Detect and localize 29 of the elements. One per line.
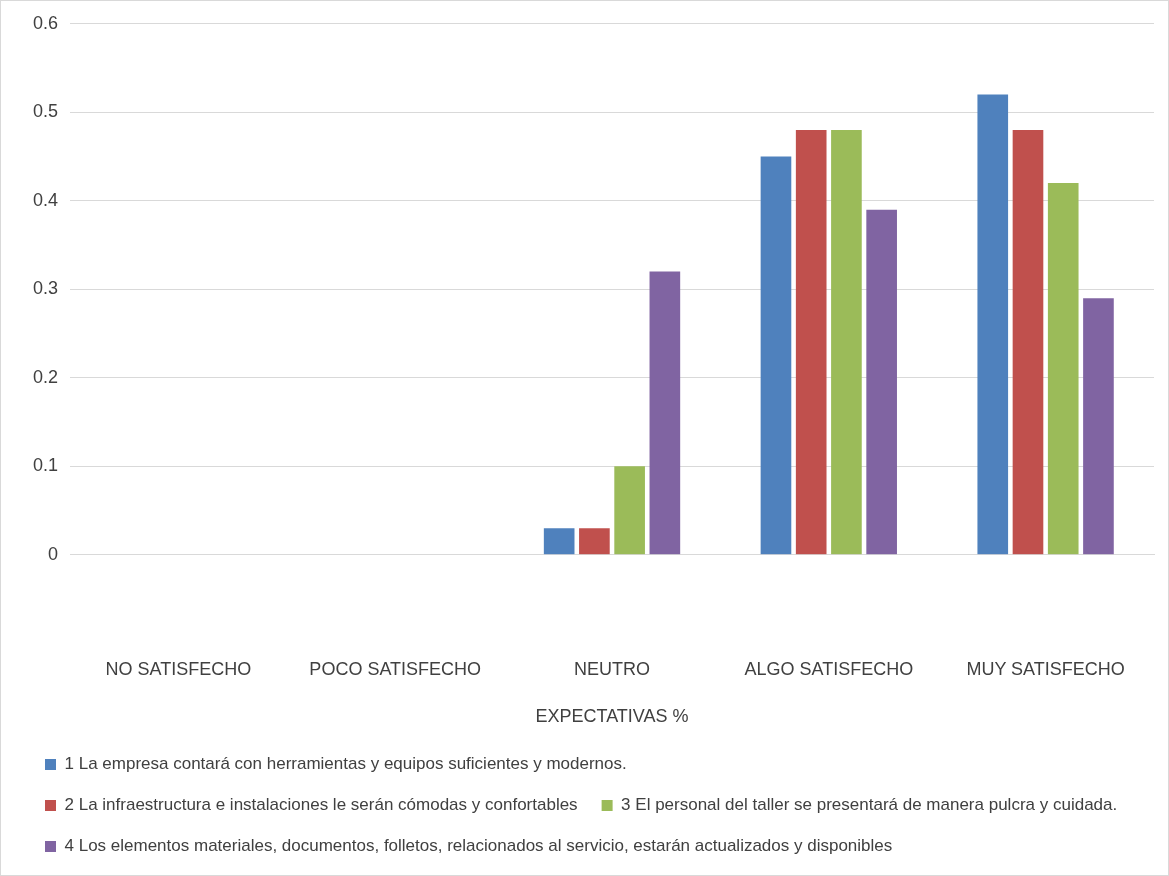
bar — [977, 94, 1009, 555]
bar — [1012, 130, 1044, 555]
legend-label: 2 La infraestructura e instalaciones le serán cómodas y confortables — [64, 795, 578, 815]
bar — [795, 130, 827, 555]
bar — [831, 130, 862, 555]
bar — [1047, 183, 1079, 555]
x-tick-label: MUY SATISFECHO — [966, 658, 1125, 679]
bar — [614, 466, 645, 555]
y-tick-label: 0.6 — [32, 12, 59, 33]
y-tick-label: 0.4 — [32, 189, 59, 210]
y-tick-label: 0.2 — [32, 366, 59, 387]
bar — [649, 271, 681, 555]
x-tick-label: NEUTRO — [574, 658, 651, 679]
bar — [579, 528, 610, 555]
bar — [1083, 298, 1114, 555]
y-tick-label: 0.1 — [32, 455, 59, 476]
bar — [543, 528, 575, 555]
legend-label: 1 La empresa contará con herramientas y equipos suficientes y modernos. — [64, 754, 627, 774]
legend-label: 4 Los elementos materiales, documentos, folletos, relacionados al servicio, estarán actualizados y disponibles — [64, 836, 893, 856]
x-tick-label: NO SATISFECHO — [105, 658, 252, 679]
x-tick-label: POCO SATISFECHO — [309, 658, 482, 679]
y-tick-label: 0.3 — [32, 278, 59, 299]
bar — [866, 209, 897, 555]
x-axis-title: EXPECTATIVAS % — [535, 706, 689, 727]
x-tick-label: ALGO SATISFECHO — [744, 658, 914, 679]
legend-label: 3 El personal del taller se presentará de manera pulcra y cuidada. — [621, 795, 1118, 815]
y-tick-label: 0 — [48, 543, 59, 564]
bar — [760, 156, 792, 555]
y-tick-label: 0.5 — [32, 101, 59, 122]
